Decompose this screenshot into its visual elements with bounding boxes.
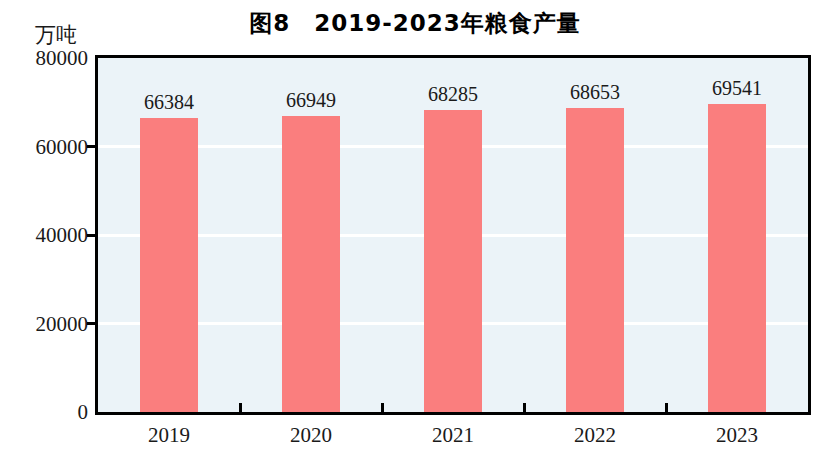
x-tick-mark-2 [381, 403, 384, 412]
x-axis-label-2021: 2021 [393, 424, 513, 446]
bar-value-label-2020: 66949 [251, 90, 371, 110]
x-axis-label-2020: 2020 [251, 424, 371, 446]
x-tick-mark-3 [523, 403, 526, 412]
bar-value-label-2021: 68285 [393, 84, 513, 104]
y-tick-label-0: 0 [18, 401, 88, 423]
y-tick-label-80000: 80000 [18, 47, 88, 69]
x-axis-label-2019: 2019 [109, 424, 229, 446]
bar-value-label-2022: 68653 [535, 82, 655, 102]
x-axis-label-2023: 2023 [677, 424, 797, 446]
plot-area: 66384 66949 68285 68653 69541 [95, 55, 811, 415]
x-tick-mark-4 [665, 403, 668, 412]
x-tick-mark-1 [239, 403, 242, 412]
y-tick-label-60000: 60000 [18, 136, 88, 158]
bar-2020 [282, 116, 340, 412]
bar-2023 [708, 104, 766, 412]
bar-value-label-2019: 66384 [109, 92, 229, 112]
y-tick-mark-20000 [87, 322, 95, 325]
bar-2022 [566, 108, 624, 412]
grain-production-chart: 万吨 图8 2019-2023年粮食产量 6638466949682856865… [0, 0, 830, 463]
y-tick-label-40000: 40000 [18, 224, 88, 246]
chart-title: 图8 2019-2023年粮食产量 [0, 8, 830, 39]
bar-2019 [140, 118, 198, 412]
bar-2021 [424, 110, 482, 412]
y-tick-label-20000: 20000 [18, 313, 88, 335]
y-tick-mark-40000 [87, 234, 95, 237]
bar-value-label-2023: 69541 [677, 78, 797, 98]
x-axis-label-2022: 2022 [535, 424, 655, 446]
y-tick-mark-60000 [87, 145, 95, 148]
